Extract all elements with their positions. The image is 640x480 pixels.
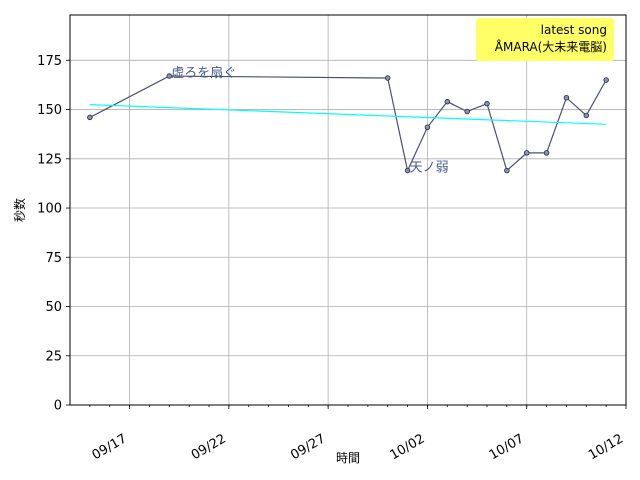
legend-line-2: ÅMARA(大未来電脳) xyxy=(495,39,607,54)
data-point xyxy=(603,77,609,83)
y-tick-label: 125 xyxy=(37,152,62,167)
y-axis: 0 25 50 75 100 125 150 175 xyxy=(37,54,70,414)
y-tick-label: 0 xyxy=(54,399,62,414)
y-axis-label: 秒数 xyxy=(12,198,27,222)
y-tick-label: 25 xyxy=(45,349,62,364)
y-tick-label: 150 xyxy=(37,103,62,118)
data-point xyxy=(444,98,451,105)
y-tick-label: 175 xyxy=(37,54,62,69)
legend-line-1: latest song xyxy=(541,23,607,37)
trend-line xyxy=(89,104,607,125)
song-length-line xyxy=(89,75,607,173)
y-tick-label: 75 xyxy=(45,251,62,266)
x-tick-label: 09/22 xyxy=(189,431,229,463)
plot-frame xyxy=(69,14,627,406)
x-tick-label: 10/12 xyxy=(586,431,626,463)
x-axis-label: 時間 xyxy=(336,451,360,465)
data-point xyxy=(166,73,173,79)
x-tick-label: 10/02 xyxy=(387,431,427,463)
data-point xyxy=(563,94,570,101)
legend: latest song ÅMARA(大未来電脳) xyxy=(476,18,614,61)
data-point xyxy=(424,124,431,131)
x-tick-label: 10/07 xyxy=(487,431,527,463)
data-point xyxy=(543,150,550,156)
x-tick-label: 09/27 xyxy=(288,431,328,463)
data-point xyxy=(87,114,93,121)
data-point xyxy=(464,108,470,115)
data-point xyxy=(484,100,490,107)
x-tick-label: 09/17 xyxy=(90,431,130,463)
data-point xyxy=(384,75,391,81)
y-tick-label: 50 xyxy=(45,300,62,315)
y-tick-label: 100 xyxy=(37,202,62,217)
song-annotation: 虚ろを扇ぐ xyxy=(171,65,236,81)
legend-box xyxy=(476,18,614,61)
series-layer xyxy=(87,73,609,174)
data-point xyxy=(583,112,590,119)
grid-lines xyxy=(70,15,627,406)
data-point xyxy=(523,150,530,156)
data-point xyxy=(504,167,510,174)
data-point xyxy=(404,167,411,174)
song-annotation: 天ノ弱 xyxy=(410,161,449,176)
